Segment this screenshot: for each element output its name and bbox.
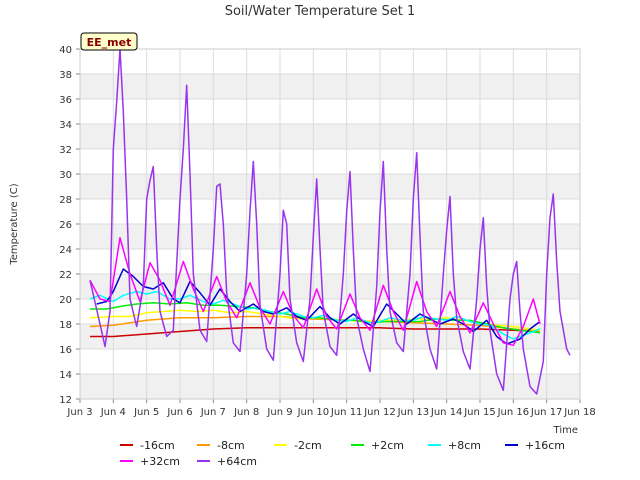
y-tick-label: 32 [59, 145, 72, 156]
y-tick-label: 36 [59, 95, 72, 106]
plot-band [80, 174, 580, 199]
series-line-32cm [89, 237, 541, 347]
legend-item: +32cm [120, 455, 180, 468]
x-tick-label: Jun 10 [297, 407, 330, 418]
x-tick-label: Jun 18 [563, 407, 596, 418]
x-tick-label: Jun 12 [363, 407, 396, 418]
x-tick-label: Jun 15 [463, 407, 496, 418]
legend-label: -8cm [217, 439, 245, 452]
legend-label: -2cm [294, 439, 322, 452]
x-tick-label: Jun 11 [330, 407, 363, 418]
legend-item: +8cm [428, 439, 481, 452]
x-axis-label: Time [553, 425, 578, 436]
x-tick-label: Jun 9 [266, 407, 292, 418]
legend-item: -16cm [120, 439, 175, 452]
x-tick-label: Jun 14 [430, 407, 463, 418]
legend-item: +16cm [505, 439, 565, 452]
legend-item: -2cm [274, 439, 322, 452]
x-tick-label: Jun 17 [530, 407, 563, 418]
station-label-box: EE_met [80, 32, 138, 51]
plot-band [80, 124, 580, 149]
y-tick-label: 30 [59, 170, 72, 181]
y-tick-label: 14 [59, 370, 72, 381]
y-tick-label: 22 [59, 270, 72, 281]
x-tick-label: Jun 7 [200, 407, 226, 418]
series-group [89, 48, 571, 395]
x-tick-label: Jun 3 [66, 407, 92, 418]
series-line-8cm [89, 315, 541, 333]
axes: 12 14 16 18 20 22 24 26 28 30 32 34 36 38 40 Jun 3 Jun 4… [59, 45, 596, 418]
plot-band [80, 374, 580, 399]
y-tick-label: 38 [59, 70, 72, 81]
x-tick-label: Jun 8 [233, 407, 259, 418]
y-axis-label: Temperature (C) [9, 183, 20, 265]
station-label: EE_met [87, 36, 132, 49]
series-line-16cm [96, 268, 541, 345]
x-tick-label: Jun 16 [497, 407, 530, 418]
series-line-64cm [89, 48, 571, 395]
x-tick-label: Jun 13 [397, 407, 430, 418]
plot-border [79, 48, 581, 400]
legend: -16cm -8cm -2cm +2cm +8cm +16cm +32cm +64cm [120, 439, 565, 468]
legend-item: +64cm [197, 455, 257, 468]
x-tick-label: Jun 4 [100, 407, 126, 418]
y-tick-label: 28 [59, 195, 72, 206]
y-tick-label: 12 [59, 395, 72, 406]
legend-label: +64cm [217, 455, 257, 468]
y-tick-label: 18 [59, 320, 72, 331]
chart-title: Soil/Water Temperature Set 1 [225, 4, 416, 19]
y-tick-label: 16 [59, 345, 72, 356]
y-tick-label: 26 [59, 220, 72, 231]
legend-label: -16cm [140, 439, 175, 452]
plot-band [80, 274, 580, 299]
legend-label: +16cm [525, 439, 565, 452]
legend-label: +32cm [140, 455, 180, 468]
legend-label: +2cm [371, 439, 404, 452]
legend-item: +2cm [351, 439, 404, 452]
plot-band [80, 74, 580, 99]
y-tick-label: 20 [59, 295, 72, 306]
y-tick-label: 24 [59, 245, 72, 256]
y-tick-label: 34 [59, 120, 72, 131]
legend-label: +8cm [448, 439, 481, 452]
legend-item: -8cm [197, 439, 245, 452]
x-tick-label: Jun 5 [133, 407, 159, 418]
plot-band [80, 224, 580, 249]
y-tick-label: 40 [59, 45, 72, 56]
x-tick-label: Jun 6 [166, 407, 192, 418]
